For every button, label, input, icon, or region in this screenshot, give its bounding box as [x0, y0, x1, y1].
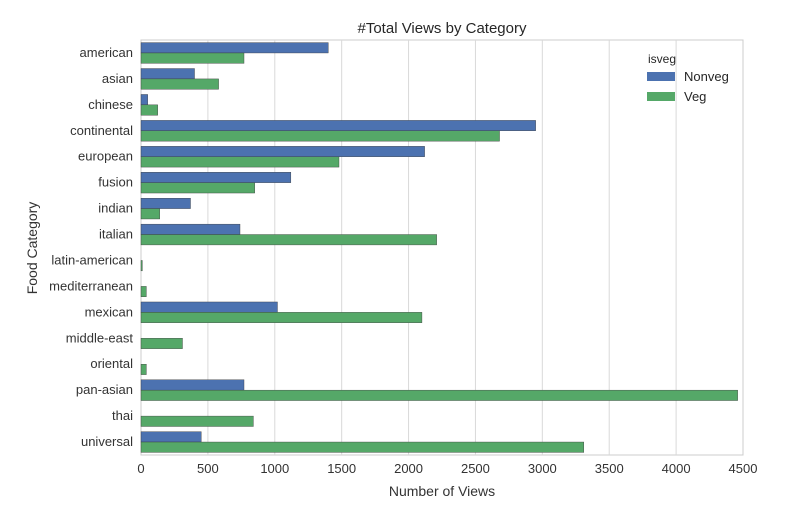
y-tick-label: chinese — [88, 97, 133, 112]
bar-veg-fusion — [140, 182, 255, 194]
legend-title: isveg — [648, 52, 676, 66]
bar-nonveg-italian — [140, 223, 241, 235]
bar-veg-mexican — [140, 312, 423, 323]
y-tick-label: european — [78, 149, 133, 164]
y-tick-label: mexican — [85, 304, 133, 319]
x-tick-label: 0 — [137, 461, 144, 476]
legend: isveg Nonveg Veg — [647, 52, 729, 104]
bar-veg-oriental — [140, 364, 147, 375]
x-axis-label: Number of Views — [389, 483, 495, 499]
y-tick-label: thai — [112, 408, 133, 423]
y-tick-label: italian — [99, 227, 133, 242]
bar-veg-continental — [140, 130, 500, 142]
legend-swatch-veg — [647, 92, 675, 101]
x-tick-label: 4000 — [662, 461, 691, 476]
bar-nonveg-continental — [140, 120, 536, 131]
bar-veg-latin-american — [140, 260, 143, 272]
bar-veg-middle-east — [140, 338, 183, 349]
bars — [140, 42, 738, 453]
x-tick-label: 2000 — [394, 461, 423, 476]
bar-veg-thai — [140, 415, 254, 427]
y-tick-label: indian — [98, 201, 133, 216]
x-tick-label: 4500 — [729, 461, 758, 476]
bar-nonveg-asian — [140, 68, 195, 80]
x-tick-label: 500 — [197, 461, 219, 476]
bar-nonveg-mexican — [140, 301, 278, 313]
bar-veg-american — [140, 52, 245, 64]
chart-title: #Total Views by Category — [358, 20, 527, 37]
y-tick-label: latin-american — [51, 252, 133, 267]
bar-nonveg-american — [140, 42, 329, 54]
bar-nonveg-chinese — [140, 94, 148, 106]
legend-label-nonveg: Nonveg — [684, 69, 729, 84]
x-tick-label: 1000 — [260, 461, 289, 476]
bar-nonveg-fusion — [140, 172, 292, 183]
x-tick-label: 1500 — [327, 461, 356, 476]
bar-nonveg-pan-asian — [140, 379, 245, 391]
y-tick-label: middle-east — [66, 330, 134, 345]
y-tick-label: fusion — [98, 175, 133, 190]
x-tick-labels: 0 500 1000 1500 2000 2500 3000 3500 4000 4500 — [137, 461, 757, 476]
x-tick-label: 2500 — [461, 461, 490, 476]
y-tick-labels: american asian chinese continental european f… — [49, 45, 133, 449]
y-tick-label: mediterranean — [49, 278, 133, 293]
bar-veg-italian — [140, 234, 437, 246]
y-tick-label: continental — [70, 123, 133, 138]
y-tick-label: american — [80, 45, 133, 60]
bar-nonveg-indian — [140, 198, 191, 209]
bar-veg-mediterranean — [140, 286, 147, 297]
y-tick-label: oriental — [90, 356, 133, 371]
bar-veg-european — [140, 156, 340, 168]
y-tick-label: pan-asian — [76, 382, 133, 397]
bar-veg-asian — [140, 78, 219, 90]
bar-nonveg-european — [140, 146, 425, 157]
x-tick-label: 3000 — [528, 461, 557, 476]
y-tick-label: asian — [102, 71, 133, 86]
bar-veg-indian — [140, 208, 160, 220]
y-axis-label: Food Category — [24, 202, 40, 295]
bar-veg-pan-asian — [140, 389, 738, 401]
y-tick-label: universal — [81, 434, 133, 449]
x-tick-label: 3500 — [595, 461, 624, 476]
bar-nonveg-universal — [140, 431, 202, 443]
legend-label-veg: Veg — [684, 89, 706, 104]
bar-veg-universal — [140, 441, 585, 453]
legend-swatch-nonveg — [647, 72, 675, 81]
bar-veg-chinese — [140, 104, 158, 116]
